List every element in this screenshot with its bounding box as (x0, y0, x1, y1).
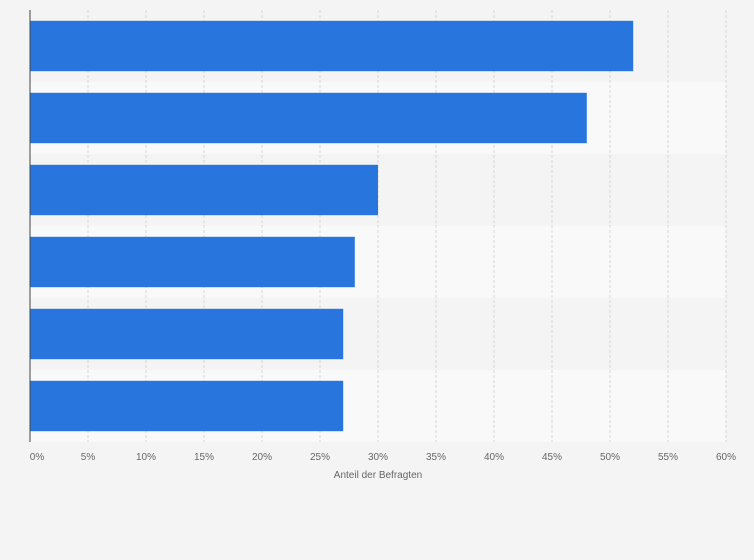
x-axis-title: Anteil der Befragten (334, 470, 422, 481)
x-tick-label: 45% (542, 452, 562, 463)
x-tick-label: 55% (658, 452, 678, 463)
bars-group (30, 20, 634, 432)
bar[interactable] (30, 308, 344, 360)
x-tick-label: 5% (81, 452, 96, 463)
bar[interactable] (30, 164, 378, 216)
x-tick-label: 0% (30, 452, 45, 463)
x-tick-label: 35% (426, 452, 446, 463)
gridlines (87, 10, 727, 442)
x-tick-label: 15% (194, 452, 214, 463)
x-tick-label: 25% (310, 452, 330, 463)
x-tick-label: 60% (716, 452, 736, 463)
x-tick-label: 40% (484, 452, 504, 463)
x-tick-label: 30% (368, 452, 388, 463)
bar[interactable] (30, 20, 634, 72)
bar[interactable] (30, 236, 355, 288)
bar[interactable] (30, 380, 344, 432)
x-tick-labels: 0% 5% 10% 15% 20% 25% 30% 35% 40% 45% 50% 55% 60% (30, 452, 736, 463)
x-tick-label: 10% (136, 452, 156, 463)
bar[interactable] (30, 92, 587, 144)
x-tick-label: 20% (252, 452, 272, 463)
x-tick-label: 50% (600, 452, 620, 463)
